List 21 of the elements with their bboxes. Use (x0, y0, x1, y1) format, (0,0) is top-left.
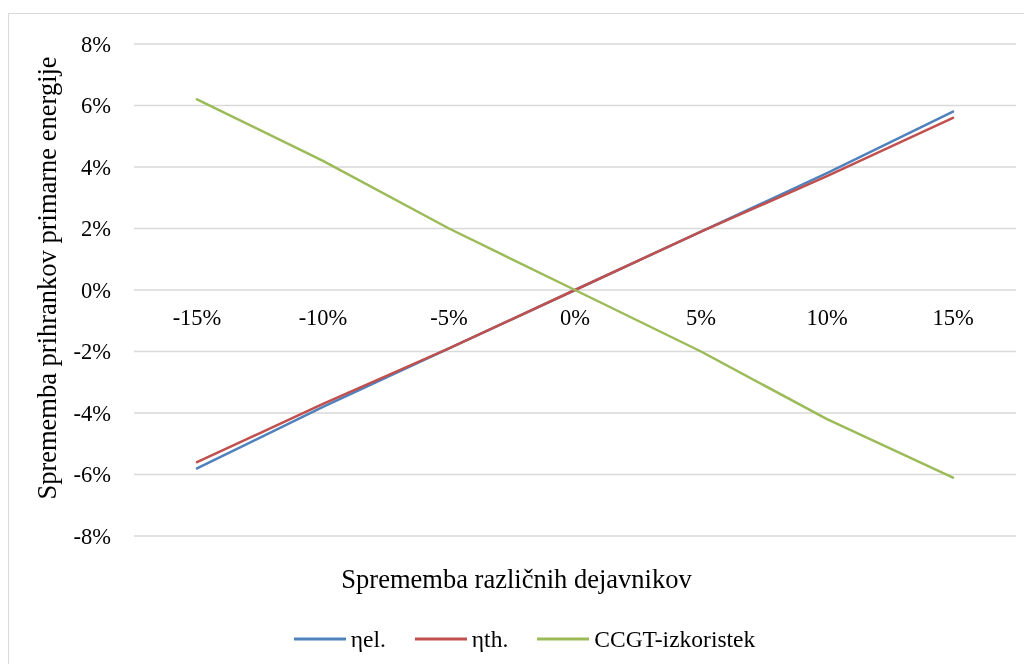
y-tick-label: -4% (73, 400, 111, 426)
legend-label: ηth. (471, 625, 509, 654)
x-tick-label: 10% (806, 305, 848, 330)
x-tick-label: 5% (686, 305, 716, 330)
legend-label: CCGT-izkoristek (594, 625, 756, 654)
x-tick-label: -15% (172, 305, 222, 330)
y-axis-title: Sprememba prihrankov primarne energije (32, 56, 62, 500)
x-tick-label: -10% (298, 305, 348, 330)
y-tick-label: -2% (73, 339, 111, 365)
y-tick-label: -8% (73, 523, 111, 549)
x-axis-title: Sprememba različnih dejavnikov (341, 564, 693, 594)
legend-label: ηel. (350, 625, 386, 654)
y-tick-label: 6% (81, 93, 111, 119)
y-tick-label: 0% (81, 277, 111, 303)
x-tick-label: 15% (932, 305, 974, 330)
y-tick-label: 4% (81, 154, 111, 180)
y-tick-label: -6% (73, 462, 111, 488)
y-tick-label: 8% (81, 31, 111, 57)
y-tick-label: 2% (81, 216, 111, 242)
x-tick-label: 0% (560, 305, 590, 330)
x-tick-label: -5% (430, 305, 468, 330)
